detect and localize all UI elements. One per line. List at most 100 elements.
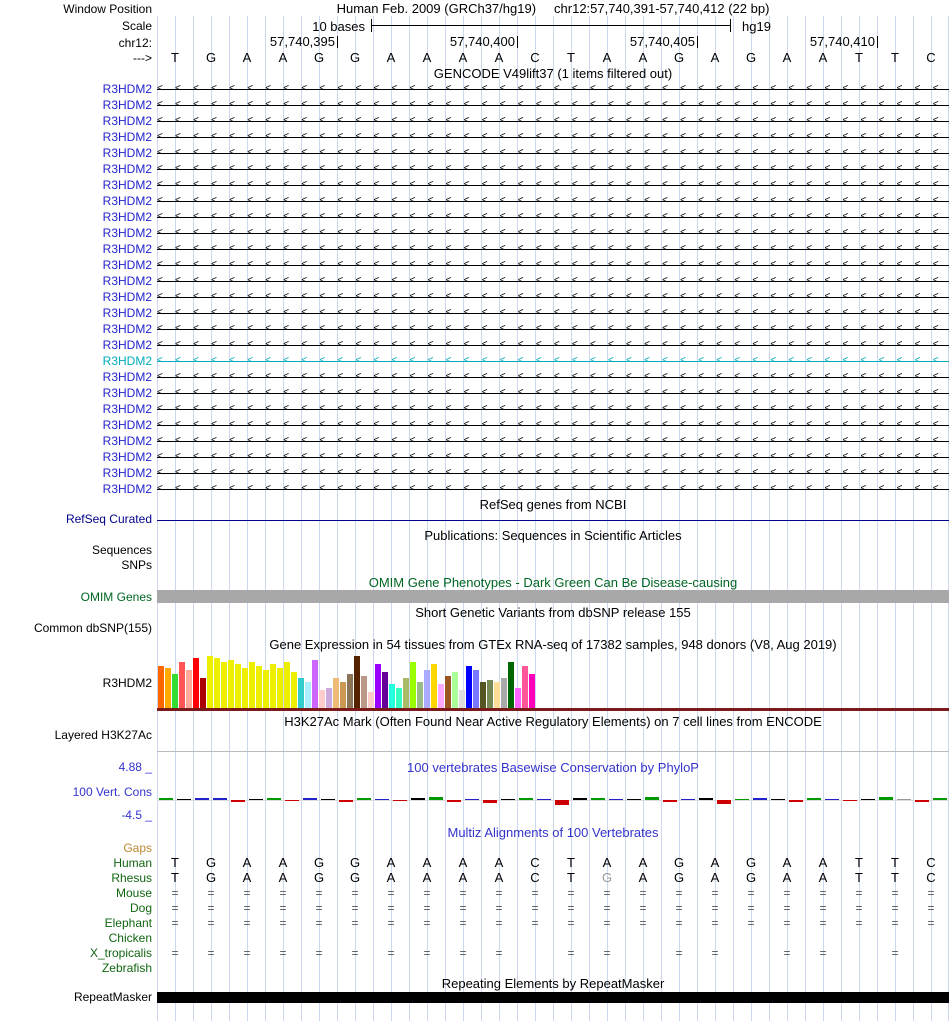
gene-model[interactable]: <<<<<<<<<<<<<<<<<<<<<<<<<<<<<<<<<<<<<<<<… (157, 129, 949, 145)
gene-label[interactable]: R3HDM2 (102, 434, 152, 448)
species-label-human[interactable]: Human (113, 856, 152, 870)
gene-label[interactable]: R3HDM2 (102, 370, 152, 384)
gtex-bar[interactable] (410, 662, 416, 708)
gene-label[interactable]: R3HDM2 (102, 162, 152, 176)
gtex-bar[interactable] (179, 662, 185, 708)
gtex-bar[interactable] (529, 674, 535, 708)
vert-cons-label[interactable]: 100 Vert. Cons (72, 785, 152, 799)
gtex-bar[interactable] (319, 690, 325, 708)
gtex-bar[interactable] (438, 684, 444, 708)
phylop-track-title[interactable]: 100 vertebrates Basewise Conservation by… (407, 760, 699, 775)
species-label-dog[interactable]: Dog (129, 901, 152, 915)
gtex-bar[interactable] (291, 672, 297, 708)
dbsnp-track-title[interactable]: Short Genetic Variants from dbSNP releas… (415, 605, 691, 620)
refseq-curated-label[interactable]: RefSeq Curated (65, 512, 152, 526)
gene-model[interactable]: <<<<<<<<<<<<<<<<<<<<<<<<<<<<<<<<<<<<<<<<… (157, 305, 949, 321)
repeatmasker-label[interactable]: RepeatMasker (73, 990, 152, 1004)
gtex-bar[interactable] (389, 684, 395, 708)
gtex-bar[interactable] (172, 674, 178, 708)
gene-label[interactable]: R3HDM2 (102, 338, 152, 352)
gtex-bar[interactable] (473, 670, 479, 708)
gene-model[interactable]: <<<<<<<<<<<<<<<<<<<<<<<<<<<<<<<<<<<<<<<<… (157, 449, 949, 465)
gtex-track-title[interactable]: Gene Expression in 54 tissues from GTEx … (269, 637, 837, 652)
gtex-bar[interactable] (459, 690, 465, 708)
gencode-track-title[interactable]: GENCODE V49lift37 (1 items filtered out) (433, 66, 673, 81)
repeatmasker-track-title[interactable]: Repeating Elements by RepeatMasker (441, 976, 665, 991)
gene-model[interactable]: <<<<<<<<<<<<<<<<<<<<<<<<<<<<<<<<<<<<<<<<… (157, 161, 949, 177)
gtex-bar[interactable] (214, 658, 220, 708)
gene-label[interactable]: R3HDM2 (102, 82, 152, 96)
gene-label[interactable]: R3HDM2 (102, 130, 152, 144)
gtex-bar[interactable] (284, 662, 290, 708)
snps-label[interactable]: SNPs (121, 558, 152, 572)
species-label-rhesus[interactable]: Rhesus (111, 871, 152, 885)
gene-label[interactable]: R3HDM2 (102, 194, 152, 208)
gene-model[interactable]: <<<<<<<<<<<<<<<<<<<<<<<<<<<<<<<<<<<<<<<<… (157, 385, 949, 401)
gene-label[interactable]: R3HDM2 (102, 242, 152, 256)
gtex-bar[interactable] (270, 664, 276, 708)
gtex-bar[interactable] (501, 678, 507, 708)
gtex-bar[interactable] (508, 662, 514, 708)
layered-h3k27ac-label[interactable]: Layered H3K27Ac (54, 728, 152, 742)
gene-label[interactable]: R3HDM2 (102, 146, 152, 160)
gene-label[interactable]: R3HDM2 (102, 450, 152, 464)
gtex-bar[interactable] (340, 682, 346, 708)
gtex-bar[interactable] (515, 688, 521, 708)
gtex-bar[interactable] (228, 660, 234, 708)
publications-track-title[interactable]: Publications: Sequences in Scientific Ar… (424, 528, 682, 543)
gene-model[interactable]: <<<<<<<<<<<<<<<<<<<<<<<<<<<<<<<<<<<<<<<<… (157, 353, 949, 369)
gene-label[interactable]: R3HDM2 (102, 114, 152, 128)
omim-genes-label[interactable]: OMIM Genes (80, 590, 152, 604)
gene-model[interactable]: <<<<<<<<<<<<<<<<<<<<<<<<<<<<<<<<<<<<<<<<… (157, 225, 949, 241)
gene-model[interactable]: <<<<<<<<<<<<<<<<<<<<<<<<<<<<<<<<<<<<<<<<… (157, 97, 949, 113)
gtex-bar[interactable] (431, 664, 437, 708)
gtex-bar[interactable] (326, 688, 332, 708)
gtex-bar[interactable] (158, 666, 164, 708)
gtex-bar[interactable] (165, 668, 171, 708)
gene-label[interactable]: R3HDM2 (102, 482, 152, 496)
gene-label[interactable]: R3HDM2 (102, 210, 152, 224)
gene-model[interactable]: <<<<<<<<<<<<<<<<<<<<<<<<<<<<<<<<<<<<<<<<… (157, 289, 949, 305)
gene-model[interactable]: <<<<<<<<<<<<<<<<<<<<<<<<<<<<<<<<<<<<<<<<… (157, 417, 949, 433)
species-label-elephant[interactable]: Elephant (104, 916, 152, 930)
gtex-bar[interactable] (256, 666, 262, 708)
gtex-bar[interactable] (249, 662, 255, 708)
gene-model[interactable]: <<<<<<<<<<<<<<<<<<<<<<<<<<<<<<<<<<<<<<<<… (157, 401, 949, 417)
gene-model[interactable]: <<<<<<<<<<<<<<<<<<<<<<<<<<<<<<<<<<<<<<<<… (157, 273, 949, 289)
gtex-bar[interactable] (396, 688, 402, 708)
gtex-bar[interactable] (305, 682, 311, 708)
gtex-bar[interactable] (263, 670, 269, 708)
gtex-bar[interactable] (277, 668, 283, 708)
gene-model[interactable]: <<<<<<<<<<<<<<<<<<<<<<<<<<<<<<<<<<<<<<<<… (157, 177, 949, 193)
gene-label[interactable]: R3HDM2 (102, 226, 152, 240)
gtex-gene-label[interactable]: R3HDM2 (102, 676, 152, 690)
gene-model[interactable]: <<<<<<<<<<<<<<<<<<<<<<<<<<<<<<<<<<<<<<<<… (157, 257, 949, 273)
gtex-bar[interactable] (522, 666, 528, 708)
h3k27ac-track-title[interactable]: H3K27Ac Mark (Often Found Near Active Re… (284, 714, 822, 729)
gtex-bar[interactable] (375, 664, 381, 708)
repeatmasker-track-bar[interactable] (157, 992, 949, 1003)
gtex-bar[interactable] (347, 674, 353, 708)
gene-model[interactable]: <<<<<<<<<<<<<<<<<<<<<<<<<<<<<<<<<<<<<<<<… (157, 369, 949, 385)
refseq-track-line[interactable] (157, 520, 949, 521)
gene-label[interactable]: R3HDM2 (102, 354, 152, 368)
gene-label[interactable]: R3HDM2 (102, 306, 152, 320)
gene-label[interactable]: R3HDM2 (102, 466, 152, 480)
species-label-chicken[interactable]: Chicken (108, 931, 152, 945)
species-label-gaps[interactable]: Gaps (123, 841, 152, 855)
common-dbsnp-label[interactable]: Common dbSNP(155) (33, 621, 152, 635)
multiz-track-title[interactable]: Multiz Alignments of 100 Vertebrates (447, 825, 659, 840)
refseq-track-title[interactable]: RefSeq genes from NCBI (479, 497, 627, 512)
gene-model[interactable]: <<<<<<<<<<<<<<<<<<<<<<<<<<<<<<<<<<<<<<<<… (157, 145, 949, 161)
gtex-bar[interactable] (424, 670, 430, 708)
gtex-bar[interactable] (403, 678, 409, 708)
gtex-bar[interactable] (207, 656, 213, 708)
gtex-bar[interactable] (333, 678, 339, 708)
gene-label[interactable]: R3HDM2 (102, 98, 152, 112)
gtex-bar[interactable] (193, 658, 199, 708)
species-label-mouse[interactable]: Mouse (115, 886, 152, 900)
gtex-bar[interactable] (417, 682, 423, 708)
gtex-bar[interactable] (361, 676, 367, 708)
gene-model[interactable]: <<<<<<<<<<<<<<<<<<<<<<<<<<<<<<<<<<<<<<<<… (157, 113, 949, 129)
gene-label[interactable]: R3HDM2 (102, 258, 152, 272)
